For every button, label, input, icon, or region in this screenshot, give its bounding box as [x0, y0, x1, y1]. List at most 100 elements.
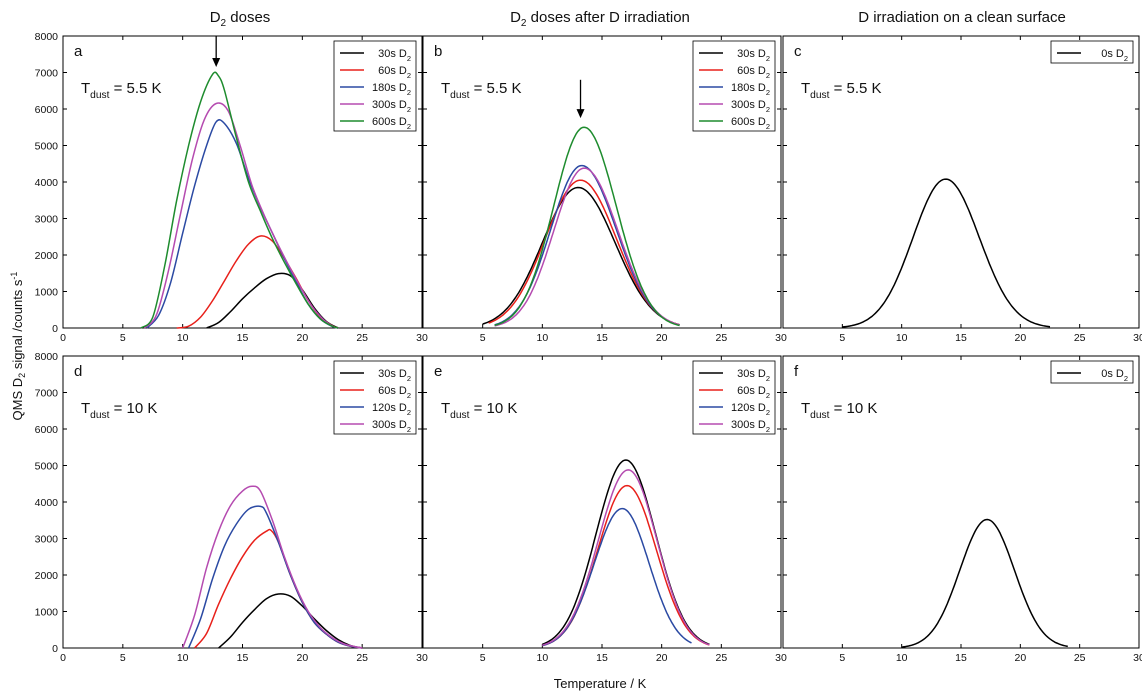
x-tick-label: 30 [775, 652, 787, 664]
panel-letter: f [794, 363, 799, 380]
y-tick-label: 2000 [35, 250, 59, 262]
panel-c: 5 10 15 20 25 30 c Tdust = 5.5 K 0s D2 [782, 35, 1142, 344]
legend-entry: 30s D2 [737, 368, 770, 383]
legend-entry: 30s D2 [737, 48, 770, 63]
column-title-3: D irradiation on a clean surface [858, 9, 1066, 26]
y-tick-label: 8000 [35, 31, 59, 43]
legend: 0s D2 [1050, 40, 1134, 64]
x-tick-label: 15 [955, 332, 967, 344]
series-line-0s-d2 [901, 518, 1068, 648]
legend: 30s D2 60s D2 120s D2 300s D2 [333, 360, 417, 435]
x-tick-label: 20 [296, 332, 308, 344]
panel-f: 5 10 15 20 25 30 f Tdust = 10 K 0s D2 [782, 355, 1142, 664]
column-titles: D2 doses D2 doses after D irradiation D … [210, 9, 1066, 29]
series-line-0s-d2 [842, 178, 1051, 328]
series-line-60s-d2 [194, 528, 363, 649]
legend-box [1050, 360, 1134, 384]
series-line-300s-d2 [542, 469, 710, 646]
x-tick-label: 5 [480, 652, 486, 664]
y-tick-label: 5000 [35, 461, 59, 473]
panel-e: 5 10 15 20 25 30 e Tdust = 10 K 30s D2 60s D2 120s… [422, 355, 787, 664]
tdust-annotation: Tdust = 10 K [801, 400, 877, 421]
panel-b: 5 10 15 20 25 30 b Tdust = 5.5 K 30s D2 60s D2 180… [422, 35, 787, 344]
panel-letter: b [434, 43, 442, 60]
x-tick-label: 20 [1014, 652, 1026, 664]
legend-entry: 60s D2 [737, 385, 770, 400]
series-line-60s-d2 [488, 179, 680, 326]
y-tick-label: 4000 [35, 497, 59, 509]
x-tick-label: 15 [237, 652, 249, 664]
legend-box [333, 40, 417, 132]
series-line-60s-d2 [176, 235, 339, 329]
y-tick-label: 7000 [35, 68, 59, 80]
legend: 0s D2 [1050, 360, 1134, 384]
panel-letter: c [794, 43, 802, 60]
x-tick-label: 5 [120, 332, 126, 344]
legend-entry: 300s D2 [731, 419, 770, 434]
x-tick-label: 25 [1074, 332, 1086, 344]
y-tick-label: 0 [52, 643, 58, 655]
legend-entry: 300s D2 [372, 99, 411, 114]
x-tick-label: 10 [536, 332, 548, 344]
series-line-30s-d2 [542, 459, 710, 646]
legend-entry: 0s D2 [1101, 368, 1128, 383]
tdust-annotation: Tdust = 10 K [441, 400, 517, 421]
column-title-1: D2 doses [210, 9, 271, 29]
legend-box [1050, 40, 1134, 64]
x-tick-label: 5 [839, 332, 845, 344]
x-tick-label: 10 [896, 652, 908, 664]
legend-entry: 30s D2 [378, 48, 411, 63]
legend-entry: 30s D2 [378, 368, 411, 383]
x-tick-label: 20 [296, 652, 308, 664]
legend-entry: 120s D2 [731, 402, 770, 417]
legend-entry: 0s D2 [1101, 48, 1128, 63]
x-tick-label: 25 [715, 652, 727, 664]
panel-letter: a [74, 43, 83, 60]
x-tick-label: 30 [1133, 652, 1142, 664]
legend-entry: 120s D2 [372, 402, 411, 417]
y-tick-label: 8000 [35, 351, 59, 363]
panel-letter: e [434, 363, 442, 380]
x-tick-label: 10 [896, 332, 908, 344]
legend: 30s D2 60s D2 120s D2 300s D2 [692, 360, 776, 435]
y-tick-label: 1000 [35, 287, 59, 299]
peak-arrow-head [212, 58, 221, 68]
x-tick-label: 5 [839, 652, 845, 664]
x-tick-label: 20 [656, 652, 668, 664]
tdust-annotation: Tdust = 5.5 K [441, 80, 522, 101]
y-tick-label: 6000 [35, 104, 59, 116]
x-tick-label: 15 [955, 652, 967, 664]
x-tick-label: 15 [596, 332, 608, 344]
y-tick-label: 1000 [35, 607, 59, 619]
y-tick-label: 6000 [35, 424, 59, 436]
peak-arrow-head [576, 109, 585, 119]
panel-d: 0 5 10 15 20 25 30 0 1000 2000 3000 4000 5000 6000 700… [35, 351, 428, 664]
column-title-2: D2 doses after D irradiation [510, 9, 690, 29]
tdust-annotation: Tdust = 10 K [81, 400, 157, 421]
y-tick-label: 0 [52, 323, 58, 335]
panel-a: 0 5 10 15 20 25 30 0 1000 2000 3000 4000 5000 6000 700… [35, 31, 428, 344]
series-line-120s-d2 [542, 507, 692, 647]
y-tick-label: 2000 [35, 570, 59, 582]
series-line-30s-d2 [482, 186, 680, 326]
x-tick-label: 20 [1014, 332, 1026, 344]
legend-entry: 600s D2 [372, 116, 411, 131]
y-tick-label: 5000 [35, 141, 59, 153]
x-tick-label: 10 [177, 332, 189, 344]
x-tick-label: 15 [237, 332, 249, 344]
x-tick-label: 25 [715, 332, 727, 344]
tdust-annotation: Tdust = 5.5 K [801, 80, 882, 101]
y-tick-label: 7000 [35, 388, 59, 400]
legend-entry: 60s D2 [378, 65, 411, 80]
x-tick-label: 30 [775, 332, 787, 344]
legend: 30s D2 60s D2 180s D2 300s D2 600s D2 [333, 40, 417, 132]
tdust-annotation: Tdust = 5.5 K [81, 80, 162, 101]
series-line-30s-d2 [218, 593, 363, 649]
legend-entry: 600s D2 [731, 116, 770, 131]
x-tick-label: 0 [60, 652, 66, 664]
x-tick-label: 5 [480, 332, 486, 344]
x-tick-label: 30 [416, 332, 428, 344]
series-line-300s-d2 [143, 102, 339, 329]
y-tick-label: 3000 [35, 214, 59, 226]
